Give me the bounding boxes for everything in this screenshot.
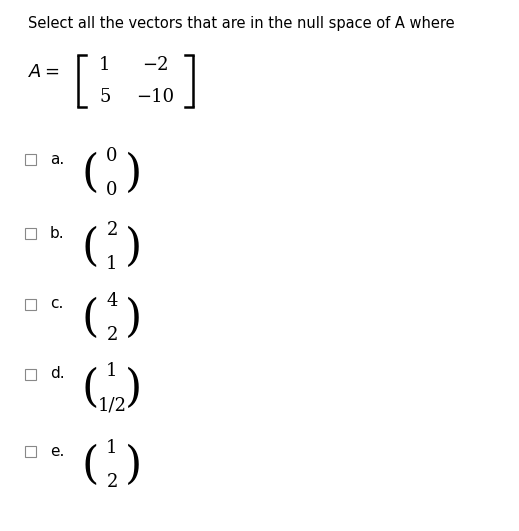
- Text: ): ): [126, 366, 143, 409]
- Text: 1: 1: [106, 255, 118, 273]
- Text: (: (: [81, 296, 99, 340]
- Text: 4: 4: [106, 292, 118, 310]
- Text: −10: −10: [136, 88, 174, 106]
- Text: 0: 0: [106, 181, 118, 199]
- Text: −2: −2: [142, 56, 168, 74]
- Bar: [24, 446, 35, 457]
- Text: c.: c.: [50, 296, 63, 312]
- Text: Select all the vectors that are in the null space of A where: Select all the vectors that are in the n…: [28, 16, 455, 31]
- Text: (: (: [81, 151, 99, 194]
- Bar: [24, 298, 35, 310]
- Text: 0: 0: [106, 147, 118, 165]
- Text: ): ): [126, 226, 143, 269]
- Text: 2: 2: [106, 326, 118, 344]
- Text: ): ): [126, 296, 143, 340]
- Text: d.: d.: [50, 366, 65, 381]
- Text: 1: 1: [106, 362, 118, 380]
- Text: a.: a.: [50, 151, 64, 167]
- Bar: [24, 227, 35, 238]
- Text: 1: 1: [99, 56, 111, 74]
- Bar: [24, 153, 35, 165]
- Text: ): ): [126, 443, 143, 486]
- Bar: [24, 369, 35, 380]
- Text: $A=$: $A=$: [28, 63, 60, 81]
- Text: (: (: [81, 366, 99, 409]
- Text: 5: 5: [99, 88, 111, 106]
- Text: 2: 2: [106, 473, 118, 491]
- Text: (: (: [81, 226, 99, 269]
- Text: ): ): [126, 151, 143, 194]
- Text: 1: 1: [106, 439, 118, 457]
- Text: e.: e.: [50, 443, 64, 458]
- Text: (: (: [81, 443, 99, 486]
- Text: b.: b.: [50, 226, 65, 241]
- Text: 2: 2: [106, 221, 118, 239]
- Text: 1/2: 1/2: [98, 396, 127, 414]
